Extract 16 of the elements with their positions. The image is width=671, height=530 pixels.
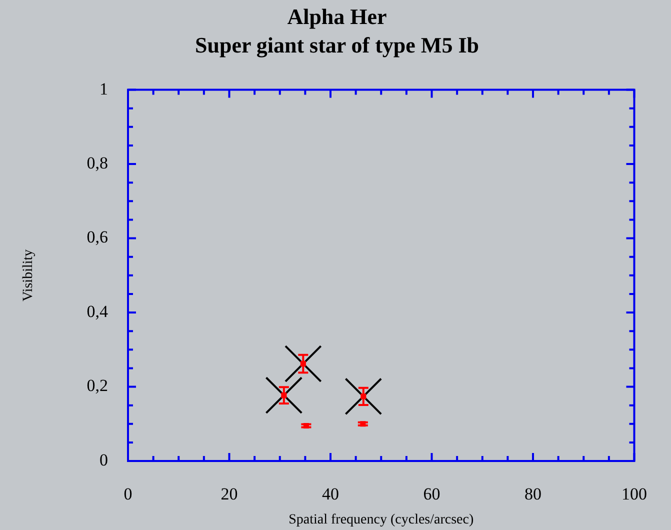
x-tick-label: 40: [322, 484, 339, 504]
chart-subtitle: Super giant star of type M5 Ib: [195, 32, 479, 58]
x-axis-title: Spatial frequency (cycles/arcsec): [288, 512, 474, 528]
x-tick-label: 20: [220, 484, 238, 504]
chart-title: Alpha Her: [287, 4, 388, 29]
x-tick-label: 100: [622, 484, 647, 504]
y-axis-title: Visibility: [21, 249, 36, 302]
x-tick-label: 0: [124, 484, 132, 504]
x-tick-label: 60: [423, 484, 440, 504]
y-tick-label: 1: [100, 79, 108, 98]
x-tick-label: 80: [524, 484, 542, 504]
y-tick-label: 0,8: [86, 154, 108, 173]
y-tick-label: 0,4: [86, 302, 108, 321]
y-tick-label: 0,2: [86, 376, 108, 396]
y-tick-label: 0,6: [86, 228, 108, 247]
y-tick-label: 0: [100, 450, 108, 470]
